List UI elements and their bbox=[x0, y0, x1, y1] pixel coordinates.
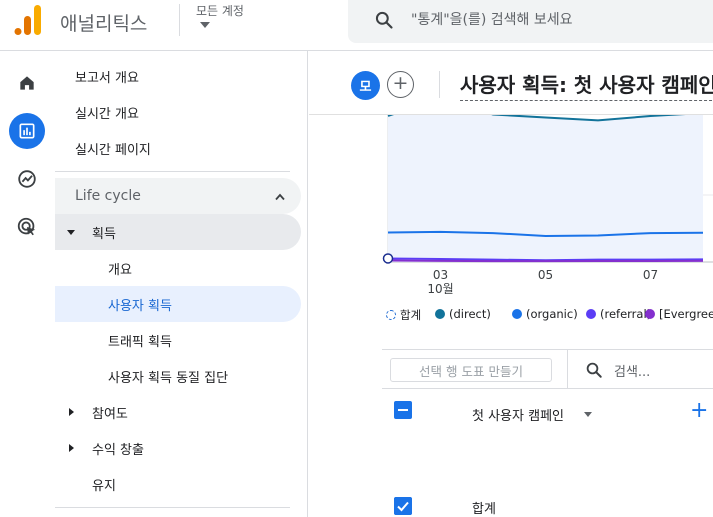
chart-series-line bbox=[387, 259, 704, 263]
nav-group-engagement[interactable]: 참여도 bbox=[55, 394, 301, 430]
lifecycle-section-header[interactable]: Life cycle bbox=[55, 178, 301, 214]
nav-item-reports-overview[interactable]: 보고서 개요 bbox=[55, 58, 301, 94]
chart-point-marker[interactable] bbox=[382, 253, 394, 264]
toolbar-divider bbox=[567, 350, 568, 388]
legend-label: 합계 bbox=[400, 308, 422, 322]
legend-item[interactable]: (referral) bbox=[586, 307, 651, 321]
add-comparison-button[interactable]: + bbox=[387, 71, 414, 98]
nav-item-label: 개요 bbox=[108, 262, 132, 278]
nav-item-label: 사용자 획득 bbox=[108, 298, 172, 314]
chart-series-line bbox=[387, 115, 686, 122]
nav-item-acquisition-overview[interactable]: 개요 bbox=[55, 250, 301, 286]
header-divider bbox=[439, 71, 440, 98]
legend-dot-icon bbox=[435, 309, 445, 319]
nav-item-retention[interactable]: 유지 bbox=[55, 466, 301, 502]
nav-item-label: 사용자 획득 동질 집단 bbox=[108, 370, 229, 386]
nav-item-realtime-overview[interactable]: 실시간 개요 bbox=[55, 94, 301, 130]
nav-group-monetization[interactable]: 수익 창출 bbox=[55, 430, 301, 466]
expanded-caret-icon bbox=[67, 230, 75, 235]
nav-item-realtime-pages[interactable]: 실시간 페이지 bbox=[55, 130, 301, 166]
nav-divider bbox=[55, 507, 290, 508]
reports-button[interactable] bbox=[9, 113, 45, 149]
x-tick-label: 05 bbox=[538, 268, 553, 282]
plot-selected-rows-button[interactable]: 선택 행 도표 만들기 bbox=[390, 358, 552, 382]
nav-item-user-acquisition-cohort[interactable]: 사용자 획득 동질 집단 bbox=[55, 358, 301, 394]
bar-chart-icon bbox=[19, 123, 35, 139]
home-button[interactable] bbox=[9, 65, 45, 101]
report-header: 모 + 사용자 획득: 첫 사용자 캠페인 bbox=[309, 51, 713, 115]
nav-divider bbox=[55, 171, 290, 172]
x-tick-label: 07 bbox=[643, 268, 658, 282]
column-dropdown-icon[interactable] bbox=[584, 412, 592, 417]
target-cursor-icon bbox=[17, 217, 36, 236]
top-bar: 애널리틱스 모든 계정 "통계"을(를) 검색해 보세요 bbox=[0, 0, 713, 51]
legend-dot-icon bbox=[512, 309, 522, 319]
page-title[interactable]: 사용자 획득: 첫 사용자 캠페인 bbox=[460, 69, 713, 101]
table-divider bbox=[382, 388, 713, 389]
legend-label: (referral) bbox=[600, 307, 652, 321]
chevron-up-icon[interactable] bbox=[275, 192, 285, 202]
legend-label: [Evergreen bbox=[659, 307, 713, 321]
chart-series-line bbox=[387, 230, 704, 238]
top-divider bbox=[179, 4, 180, 36]
legend-item[interactable]: (direct) bbox=[435, 307, 491, 321]
legend-item[interactable]: [Evergreen bbox=[645, 307, 713, 321]
search-icon bbox=[586, 362, 602, 378]
legend-dot-icon bbox=[645, 309, 655, 319]
legend-dot-icon bbox=[586, 309, 596, 319]
search-bar[interactable]: "통계"을(를) 검색해 보세요 bbox=[348, 0, 713, 43]
x-month-label: 10월 bbox=[427, 282, 453, 296]
nav-item-label: 트래픽 획득 bbox=[108, 334, 172, 350]
nav-item-traffic-acquisition[interactable]: 트래픽 획득 bbox=[55, 322, 301, 358]
acquisition-line-chart: 03 05 07 10월 bbox=[382, 115, 713, 296]
nav-group-label: 획득 bbox=[92, 226, 116, 242]
total-row-checkbox[interactable] bbox=[394, 497, 412, 515]
collapsed-caret-icon bbox=[69, 444, 74, 452]
nav-group-label: 수익 창출 bbox=[92, 442, 144, 458]
chart-series-group bbox=[382, 115, 704, 264]
table-divider bbox=[382, 349, 713, 350]
table-search-input[interactable]: 검색... bbox=[614, 365, 651, 380]
search-icon bbox=[375, 11, 393, 29]
chart-area-fill bbox=[388, 115, 703, 262]
legend-dot-icon bbox=[386, 310, 396, 320]
legend-item[interactable]: (organic) bbox=[512, 307, 578, 321]
legend-label: (direct) bbox=[449, 307, 491, 321]
search-input[interactable]: "통계"을(를) 검색해 보세요 bbox=[411, 12, 573, 28]
home-icon bbox=[20, 76, 34, 90]
explore-icon bbox=[18, 170, 36, 188]
report-navigation: 보고서 개요 실시간 개요 실시간 페이지 Life cycle 획득 개요 사… bbox=[55, 51, 308, 517]
report-main: 모 + 사용자 획득: 첫 사용자 캠페인 03 05 07 10월 합계 (direc… bbox=[309, 51, 713, 517]
select-all-checkbox[interactable] bbox=[394, 401, 412, 419]
legend-label: (organic) bbox=[526, 307, 578, 321]
nav-item-label: 보고서 개요 bbox=[75, 70, 139, 86]
collapsed-caret-icon bbox=[69, 408, 74, 416]
nav-group-acquisition[interactable]: 획득 bbox=[55, 214, 301, 250]
account-dropdown-icon[interactable] bbox=[200, 22, 210, 28]
legend-item[interactable]: 합계 bbox=[386, 307, 421, 323]
advertising-button[interactable] bbox=[9, 209, 45, 245]
nav-item-label: 실시간 개요 bbox=[75, 106, 139, 122]
chart-tick-labels: 03 05 07 10월 bbox=[427, 268, 658, 296]
account-selector-label[interactable]: 모든 계정 bbox=[196, 4, 244, 18]
explore-button[interactable] bbox=[9, 161, 45, 197]
nav-item-user-acquisition[interactable]: 사용자 획득 bbox=[55, 286, 301, 322]
nav-item-label: 실시간 페이지 bbox=[75, 142, 151, 158]
section-label: Life cycle bbox=[75, 188, 141, 204]
comparison-avatar[interactable]: 모 bbox=[351, 71, 380, 100]
x-tick-label: 03 bbox=[433, 268, 448, 282]
chart-legend: 합계 (direct) (organic) (referral) [Evergreen bbox=[386, 307, 713, 325]
product-name: 애널리틱스 bbox=[60, 13, 148, 35]
analytics-logo-icon[interactable] bbox=[14, 5, 42, 35]
add-column-button[interactable]: + bbox=[690, 398, 709, 423]
icon-rail bbox=[0, 51, 55, 517]
nav-item-label: 유지 bbox=[92, 478, 116, 494]
column-header-first-user-campaign[interactable]: 첫 사용자 캠페인 bbox=[472, 409, 564, 424]
nav-group-label: 참여도 bbox=[92, 406, 128, 422]
total-row-label: 합계 bbox=[472, 502, 496, 517]
